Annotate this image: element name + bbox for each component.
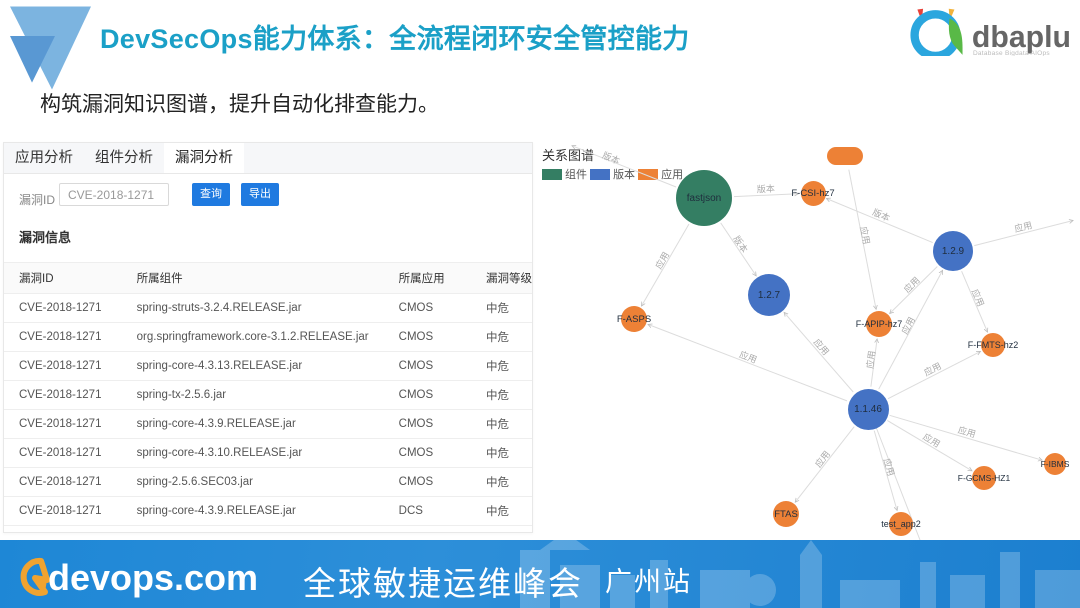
svg-text:应用: 应用 (858, 225, 872, 245)
svg-text:应用: 应用 (957, 424, 977, 440)
svg-text:dbaplus: dbaplus (972, 21, 1072, 54)
svg-text:Database Bigdata AIOps: Database Bigdata AIOps (973, 50, 1050, 56)
svg-text:版本: 版本 (757, 183, 776, 195)
svg-text:应用: 应用 (812, 448, 832, 469)
svg-text:版本: 版本 (601, 149, 622, 166)
svg-text:devops.com: devops.com (48, 557, 258, 598)
svg-text:应用: 应用 (864, 350, 877, 369)
svg-text:应用: 应用 (882, 457, 898, 477)
svg-text:应用: 应用 (901, 274, 922, 295)
svg-text:应用: 应用 (738, 348, 759, 365)
svg-text:应用: 应用 (812, 336, 832, 357)
svg-text:版本: 版本 (731, 233, 750, 254)
svg-text:应用: 应用 (970, 287, 987, 308)
svg-text:应用: 应用 (922, 360, 943, 378)
